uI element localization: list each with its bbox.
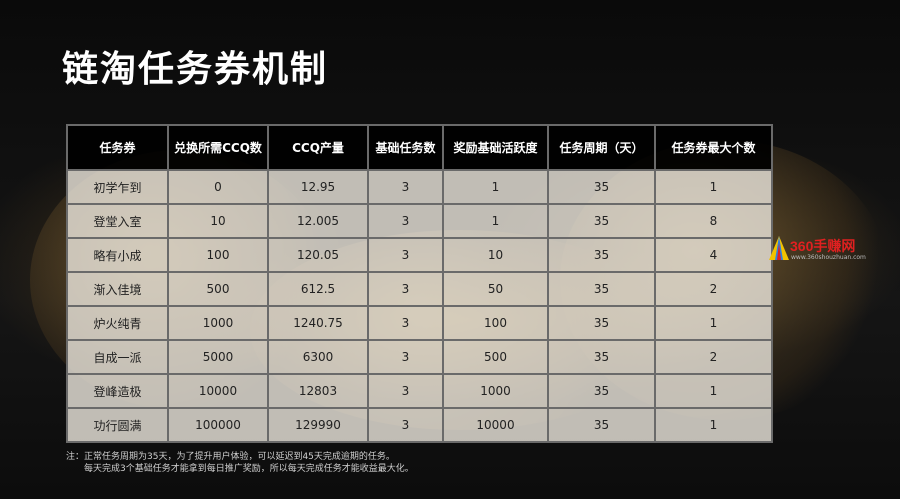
header-ccq-required: 兑换所需CCQ数	[167, 124, 269, 171]
cell-base-tasks: 3	[367, 237, 444, 273]
cell-activity-reward: 1	[442, 203, 549, 239]
watermark-brand: 360手赚网	[790, 238, 856, 254]
cell-max-tickets: 1	[654, 373, 773, 409]
cell-ccq-output: 120.05	[267, 237, 369, 273]
cell-max-tickets: 2	[654, 339, 773, 375]
cell-max-tickets: 2	[654, 271, 773, 307]
table-row: 登堂入室 10 12.005 3 1 35 8	[66, 203, 773, 239]
cell-ccq-output: 12.95	[267, 169, 369, 205]
cell-max-tickets: 1	[654, 407, 773, 443]
footnote: 注：正常任务周期为35天，为了提升用户体验，可以延迟到45天完成逾期的任务。 每…	[66, 451, 414, 475]
cell-ticket: 登堂入室	[66, 203, 169, 239]
cell-activity-reward: 10000	[442, 407, 549, 443]
cell-activity-reward: 1000	[442, 373, 549, 409]
cell-activity-reward: 500	[442, 339, 549, 375]
cell-base-tasks: 3	[367, 271, 444, 307]
cell-ccq-required: 1000	[167, 305, 269, 341]
cell-base-tasks: 3	[367, 169, 444, 205]
header-max-tickets: 任务券最大个数	[654, 124, 773, 171]
task-ticket-table: 任务券 兑换所需CCQ数 CCQ产量 基础任务数 奖励基础活跃度 任务周期（天）…	[66, 124, 773, 443]
cell-task-cycle: 35	[547, 373, 656, 409]
cell-ticket: 略有小成	[66, 237, 169, 273]
cell-ticket: 炉火纯青	[66, 305, 169, 341]
cell-ccq-required: 10000	[167, 373, 269, 409]
table-row: 功行圆满 100000 129990 3 10000 35 1	[66, 407, 773, 443]
cell-task-cycle: 35	[547, 203, 656, 239]
cell-ticket: 渐入佳境	[66, 271, 169, 307]
header-base-tasks: 基础任务数	[367, 124, 444, 171]
watermark-logo: 360手赚网 www.360shouzhuan.com	[768, 232, 898, 272]
page-title: 链淘任务券机制	[62, 49, 329, 90]
cell-task-cycle: 35	[547, 407, 656, 443]
table-row: 炉火纯青 1000 1240.75 3 100 35 1	[66, 305, 773, 341]
cell-activity-reward: 1	[442, 169, 549, 205]
cell-activity-reward: 100	[442, 305, 549, 341]
cell-ccq-output: 129990	[267, 407, 369, 443]
cell-activity-reward: 10	[442, 237, 549, 273]
footnote-line-1: 注：正常任务周期为35天，为了提升用户体验，可以延迟到45天完成逾期的任务。	[66, 452, 395, 462]
cell-ccq-output: 12803	[267, 373, 369, 409]
cell-ccq-output: 6300	[267, 339, 369, 375]
cell-ticket: 登峰造极	[66, 373, 169, 409]
triangle-logo-icon	[769, 236, 789, 260]
cell-base-tasks: 3	[367, 373, 444, 409]
cell-task-cycle: 35	[547, 305, 656, 341]
footnote-line-2: 每天完成3个基础任务才能拿到每日推广奖励，所以每天完成任务才能收益最大化。	[84, 464, 414, 474]
cell-base-tasks: 3	[367, 305, 444, 341]
cell-ccq-required: 100	[167, 237, 269, 273]
cell-task-cycle: 35	[547, 237, 656, 273]
header-task-cycle: 任务周期（天）	[547, 124, 656, 171]
task-ticket-table-container: 任务券 兑换所需CCQ数 CCQ产量 基础任务数 奖励基础活跃度 任务周期（天）…	[66, 124, 773, 443]
cell-ccq-required: 10	[167, 203, 269, 239]
cell-base-tasks: 3	[367, 339, 444, 375]
table-row: 登峰造极 10000 12803 3 1000 35 1	[66, 373, 773, 409]
cell-ccq-required: 0	[167, 169, 269, 205]
cell-max-tickets: 1	[654, 305, 773, 341]
cell-ticket: 功行圆满	[66, 407, 169, 443]
table-row: 略有小成 100 120.05 3 10 35 4	[66, 237, 773, 273]
cell-task-cycle: 35	[547, 169, 656, 205]
cell-max-tickets: 8	[654, 203, 773, 239]
cell-max-tickets: 1	[654, 169, 773, 205]
header-ticket: 任务券	[66, 124, 169, 171]
cell-ticket: 初学乍到	[66, 169, 169, 205]
header-ccq-output: CCQ产量	[267, 124, 369, 171]
watermark-url: www.360shouzhuan.com	[791, 254, 866, 261]
cell-ccq-required: 100000	[167, 407, 269, 443]
cell-ccq-output: 12.005	[267, 203, 369, 239]
table-row: 自成一派 5000 6300 3 500 35 2	[66, 339, 773, 375]
cell-activity-reward: 50	[442, 271, 549, 307]
cell-ccq-required: 500	[167, 271, 269, 307]
cell-base-tasks: 3	[367, 203, 444, 239]
cell-task-cycle: 35	[547, 271, 656, 307]
cell-ccq-required: 5000	[167, 339, 269, 375]
table-row: 渐入佳境 500 612.5 3 50 35 2	[66, 271, 773, 307]
cell-base-tasks: 3	[367, 407, 444, 443]
table-header-row: 任务券 兑换所需CCQ数 CCQ产量 基础任务数 奖励基础活跃度 任务周期（天）…	[66, 124, 773, 171]
table-row: 初学乍到 0 12.95 3 1 35 1	[66, 169, 773, 205]
header-activity-reward: 奖励基础活跃度	[442, 124, 549, 171]
cell-task-cycle: 35	[547, 339, 656, 375]
cell-ccq-output: 1240.75	[267, 305, 369, 341]
cell-ticket: 自成一派	[66, 339, 169, 375]
cell-max-tickets: 4	[654, 237, 773, 273]
cell-ccq-output: 612.5	[267, 271, 369, 307]
